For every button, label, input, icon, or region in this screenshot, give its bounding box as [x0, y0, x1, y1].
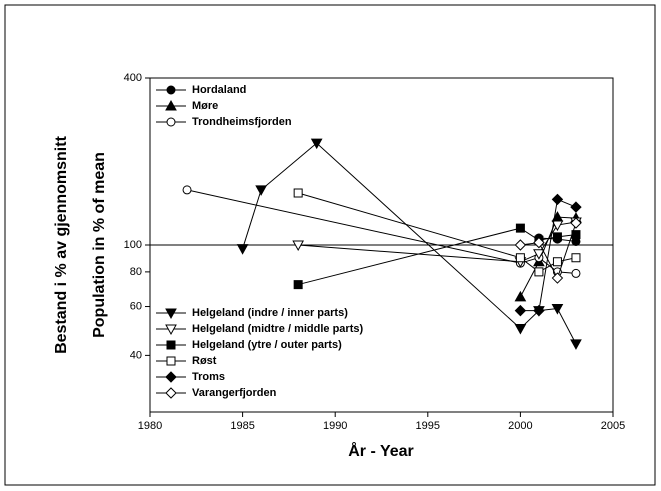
marker [182, 185, 192, 195]
legend-label: Varangerfjorden [192, 387, 277, 399]
marker [310, 138, 323, 150]
y-tick-label: 60 [130, 300, 142, 312]
marker [293, 280, 303, 290]
x-tick-label: 1985 [230, 420, 254, 432]
marker [570, 339, 582, 350]
x-tick-label: 1990 [323, 420, 347, 432]
marker [293, 188, 303, 198]
legend-label: Møre [192, 100, 218, 112]
x-axis-title: År - Year [348, 441, 414, 460]
marker [533, 249, 545, 260]
marker [515, 223, 525, 233]
y-tick-label: 400 [124, 72, 142, 84]
y-tick-label: 40 [130, 349, 142, 361]
y-tick-label: 100 [124, 239, 142, 251]
marker [514, 324, 527, 335]
legend-marker [165, 99, 177, 111]
marker [570, 201, 582, 213]
marker [552, 257, 562, 267]
series-line [298, 227, 577, 286]
legend-label: Troms [192, 371, 225, 383]
marker [255, 185, 267, 196]
series-line [520, 222, 577, 280]
marker [292, 240, 305, 252]
legend-marker [166, 85, 176, 95]
legend-marker [165, 371, 177, 383]
marker [571, 253, 581, 263]
legend-marker [166, 340, 176, 350]
x-tick-label: 1995 [416, 420, 440, 432]
marker [551, 220, 564, 232]
legend-marker [166, 117, 176, 127]
marker [534, 267, 544, 277]
x-tick-label: 2000 [508, 420, 532, 432]
legend-marker [165, 387, 177, 399]
legend-label: Hordaland [192, 84, 246, 96]
marker [551, 304, 564, 315]
marker [515, 253, 525, 263]
x-tick-label: 2005 [601, 420, 625, 432]
marker [551, 272, 564, 284]
marker [552, 232, 562, 242]
series-line [520, 198, 577, 312]
legend-marker [166, 356, 176, 366]
legend-label: Røst [192, 355, 217, 367]
y-axis-title: Bestand i % av gjennomsnitt [53, 135, 70, 353]
marker [551, 193, 564, 206]
frame [4, 4, 656, 486]
marker [236, 244, 249, 255]
marker [570, 217, 582, 229]
y-axis-title: Population in % of mean [91, 152, 108, 338]
legend-label: Trondheimsfjorden [192, 116, 292, 128]
legend-marker [165, 308, 177, 320]
marker [533, 236, 545, 249]
legend-label: Helgeland (indre / inner parts) [192, 307, 348, 319]
marker [571, 268, 581, 278]
legend-label: Helgeland (midtre / middle parts) [192, 323, 363, 335]
marker [514, 290, 527, 302]
marker [533, 304, 545, 317]
series-line [298, 192, 577, 273]
legend-marker [165, 324, 177, 336]
marker [514, 239, 527, 251]
marker [514, 304, 527, 317]
x-tick-label: 1980 [138, 420, 162, 432]
y-tick-label: 80 [130, 266, 142, 278]
legend-label: Helgeland (ytre / outer parts) [192, 339, 342, 351]
